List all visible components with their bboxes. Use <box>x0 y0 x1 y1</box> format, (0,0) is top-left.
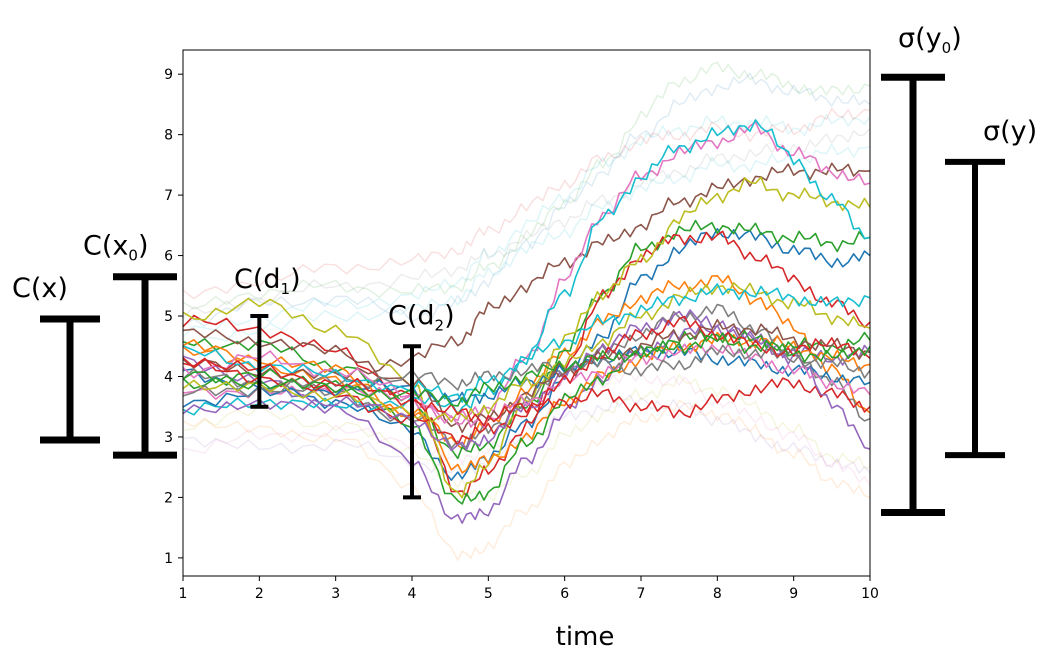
x-tick-label: 6 <box>560 586 569 602</box>
y-tick-label: 7 <box>164 188 173 204</box>
y-tick-label: 2 <box>164 490 173 506</box>
range-label-paren-open: ( <box>102 231 113 262</box>
series-line-9 <box>183 176 870 499</box>
range-label-sub: 1 <box>281 280 291 298</box>
range-label-base: σ <box>983 116 1000 147</box>
range-label-sub: 0 <box>942 39 952 57</box>
range-label-5: σ(y0) <box>898 23 962 57</box>
range-label-paren-close: ) <box>290 264 301 295</box>
range-label-paren-close: ) <box>444 300 455 331</box>
range-label-paren-close: ) <box>1027 116 1038 147</box>
series-line-13 <box>183 329 870 505</box>
series-line-10 <box>183 119 870 416</box>
series-line-11 <box>183 345 870 408</box>
series-line-19 <box>183 281 870 423</box>
series-line-24 <box>183 61 870 310</box>
plot-frame <box>182 49 871 577</box>
x-axis-title: time <box>556 622 615 650</box>
range-label-base: C <box>12 273 31 304</box>
annotation-layer: C(x)C(x0)C(d1)C(d2)σ(y0)σ(y) <box>12 23 1037 517</box>
range-label-3: C(d1) <box>234 264 301 298</box>
series-layer <box>183 61 870 561</box>
series-line-29 <box>183 373 870 504</box>
x-tick-label: 3 <box>331 586 340 602</box>
series-line-23 <box>183 72 870 327</box>
x-tick-label: 4 <box>408 586 417 602</box>
x-tick-label: 7 <box>637 586 646 602</box>
series-line-26 <box>183 114 870 338</box>
range-label-main: d <box>417 300 434 331</box>
range-label-paren-close: ) <box>138 231 149 262</box>
range-label-base: σ <box>898 23 915 54</box>
x-tick-label: 1 <box>179 586 188 602</box>
range-label-base: C <box>388 300 407 331</box>
x-tick-label: 9 <box>789 586 798 602</box>
range-label-4: C(d2) <box>388 300 455 334</box>
y-tick-label: 4 <box>164 369 173 385</box>
range-label-base: C <box>83 231 102 262</box>
series-line-4 <box>183 230 870 497</box>
y-tick-label: 1 <box>164 551 173 567</box>
range-label-paren-open: ( <box>253 264 264 295</box>
range-label-paren-open: ( <box>407 300 418 331</box>
y-tick-label: 6 <box>164 249 173 265</box>
series-line-22 <box>183 332 870 407</box>
ticks-layer: 1 2 3 4 5 6 7 8 9 10 1 2 3 4 5 6 7 8 9 <box>164 67 879 602</box>
range-label-sub: 2 <box>435 316 445 334</box>
series-line-27 <box>183 394 870 476</box>
y-tick-label: 3 <box>164 430 173 446</box>
range-label-paren-close: ) <box>57 273 68 304</box>
range-label-main: y <box>926 23 942 54</box>
range-label-1: C(x) <box>12 273 68 304</box>
range-label-paren-close: ) <box>951 23 962 54</box>
range-label-main: x <box>112 231 128 262</box>
range-label-paren-open: ( <box>915 23 926 54</box>
series-line-30 <box>183 128 870 319</box>
x-tick-label: 8 <box>713 586 722 602</box>
y-tick-label: 9 <box>164 67 173 83</box>
series-line-28 <box>183 107 870 300</box>
range-label-2: C(x0) <box>83 231 148 265</box>
range-label-base: C <box>234 264 253 295</box>
x-tick-label: 2 <box>255 586 264 602</box>
y-tick-label: 8 <box>164 128 173 144</box>
range-label-main: y <box>1011 116 1027 147</box>
range-label-6: σ(y) <box>983 116 1037 147</box>
y-tick-label: 5 <box>164 309 173 325</box>
series-line-14 <box>183 357 870 446</box>
range-label-sub: 0 <box>128 247 138 265</box>
series-line-6 <box>183 162 870 380</box>
series-line-20 <box>183 283 870 403</box>
series-line-25 <box>183 399 870 561</box>
x-tick-label: 10 <box>861 586 879 602</box>
series-line-5 <box>183 323 870 524</box>
range-label-main: x <box>41 273 57 304</box>
series-line-21 <box>183 315 870 427</box>
range-label-paren-open: ( <box>1000 116 1011 147</box>
series-line-18 <box>183 344 870 398</box>
range-label-main: d <box>263 264 280 295</box>
x-tick-label: 5 <box>484 586 493 602</box>
range-label-paren-open: ( <box>31 273 42 304</box>
series-line-32 <box>183 143 870 349</box>
